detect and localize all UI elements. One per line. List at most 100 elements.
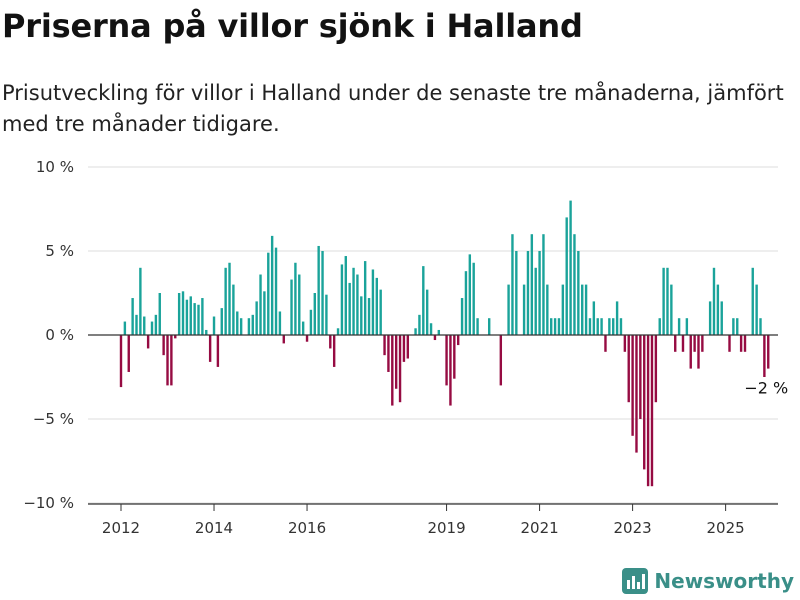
bar [317, 245, 320, 335]
bar [716, 284, 720, 335]
bar [344, 256, 347, 335]
bar [348, 282, 351, 335]
y-tick-label: 5 % [45, 242, 74, 260]
bar [123, 321, 127, 335]
bar [662, 267, 665, 335]
bar [674, 335, 677, 352]
bar [228, 262, 231, 335]
y-tick-label: 0 % [45, 326, 74, 344]
bar [689, 335, 692, 369]
bar [305, 335, 309, 342]
bar [150, 321, 154, 335]
bar [367, 298, 371, 335]
bar [736, 318, 739, 335]
bar [174, 335, 177, 339]
bar [422, 266, 425, 335]
bar [581, 284, 584, 335]
bar [600, 318, 603, 335]
bar [546, 284, 549, 335]
bar [220, 308, 223, 335]
bar [313, 293, 316, 335]
x-tick-label: 2014 [195, 519, 233, 537]
bar [557, 318, 561, 335]
bar [139, 267, 142, 335]
bar [728, 335, 731, 352]
x-tick-label: 2016 [288, 519, 326, 537]
bar [449, 335, 452, 406]
bars [119, 200, 770, 487]
bar [631, 335, 634, 436]
bar [189, 296, 192, 335]
bar [387, 335, 390, 372]
bar [561, 284, 565, 335]
bar [321, 251, 324, 335]
bar [394, 335, 398, 389]
bar [251, 314, 254, 335]
bar [743, 335, 747, 352]
bar [573, 234, 576, 335]
bar [429, 323, 433, 335]
bar [685, 318, 689, 335]
bar [511, 234, 514, 335]
bar [263, 291, 266, 335]
bar [488, 318, 491, 335]
bar [418, 314, 421, 335]
bar [282, 335, 285, 344]
bar [538, 251, 541, 335]
bar [654, 335, 658, 403]
bar [278, 311, 282, 335]
brand: Newsworthy [622, 568, 794, 594]
bar [550, 318, 553, 335]
bar [712, 267, 716, 335]
x-tick-label: 2023 [614, 519, 652, 537]
bar [433, 335, 437, 341]
bar [670, 284, 673, 335]
bar [383, 335, 386, 356]
bar [476, 318, 479, 335]
bar [402, 335, 406, 362]
last-value-label: −2 % [744, 379, 788, 398]
bar [619, 318, 623, 335]
bar [301, 321, 305, 335]
bar [588, 318, 592, 335]
bar [375, 277, 378, 335]
bar [681, 335, 685, 352]
bar [542, 234, 545, 335]
bar [693, 335, 696, 352]
bar [270, 235, 274, 335]
bar [212, 316, 216, 335]
bar [391, 335, 394, 406]
bar [460, 298, 464, 335]
axes: 10 % 5 % 0 % −5 % −10 % 2012 2014 2016 2019 2021 2… [23, 158, 788, 537]
x-tick-label: 2021 [520, 519, 558, 537]
bar [530, 234, 534, 335]
bar [456, 335, 460, 346]
bar [584, 284, 588, 335]
bar [565, 217, 568, 335]
x-tick-label: 2025 [707, 519, 745, 537]
bar [267, 252, 270, 335]
bar [236, 311, 239, 335]
bar [592, 301, 596, 335]
bar [185, 299, 189, 335]
bar [639, 335, 642, 419]
bar [414, 328, 417, 335]
bar [247, 318, 251, 335]
bar [119, 335, 123, 388]
bar [677, 318, 681, 335]
bar [239, 318, 243, 335]
bar [216, 335, 220, 367]
bar [127, 335, 130, 372]
bar [755, 284, 758, 335]
bar [763, 335, 766, 377]
bar [604, 335, 607, 352]
bar [181, 291, 185, 335]
bar [666, 267, 669, 335]
bar [274, 247, 278, 335]
bar [577, 251, 580, 335]
bar [623, 335, 627, 352]
bar [205, 329, 208, 335]
bar [701, 335, 704, 352]
bar [298, 274, 301, 335]
bar [259, 274, 262, 335]
